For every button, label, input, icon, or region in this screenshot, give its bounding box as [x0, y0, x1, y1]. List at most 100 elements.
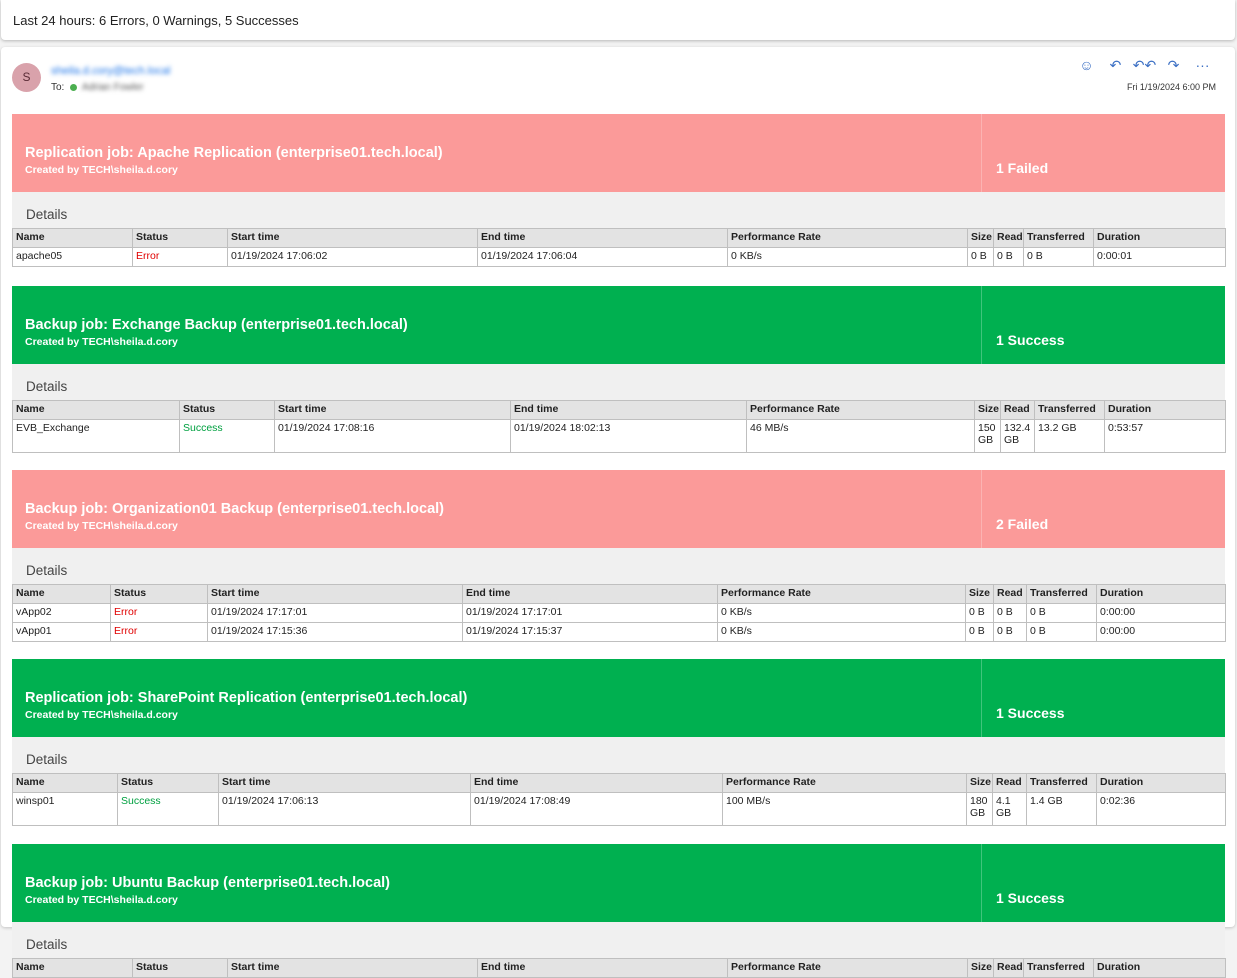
job-creator: Created by TECH\sheila.d.cory [25, 164, 178, 176]
cell-size: 0 B [967, 247, 994, 267]
column-header: Transferred [1023, 228, 1094, 248]
table-header-row: Name Status Start time End time Performance … [12, 958, 1226, 978]
cell-read: 132.4 GB [1000, 419, 1035, 453]
emoji-icon[interactable]: ☺ [1079, 57, 1094, 73]
cell-size: 0 B [965, 603, 994, 623]
cell-read: 0 B [993, 247, 1024, 267]
column-header: Transferred [1023, 958, 1094, 978]
job-result: 1 Success [996, 705, 1065, 721]
table-header-row: Name Status Start time End time Performance … [12, 584, 1226, 604]
column-header: Start time [207, 584, 463, 604]
job-title: Backup job: Ubuntu Backup (enterprise01.… [25, 875, 390, 891]
cell-transferred: 1.4 GB [1026, 792, 1097, 826]
column-header: End time [462, 584, 718, 604]
column-header: Size [967, 958, 994, 978]
cell-size: 0 B [965, 622, 994, 642]
table-row: vApp01 Error 01/19/2024 17:15:36 01/19/2024… [12, 622, 1226, 642]
column-header: Status [110, 584, 208, 604]
job-title: Backup job: Organization01 Backup (enter… [25, 501, 444, 517]
recipient-name[interactable]: Adrian Fowler [81, 82, 144, 93]
column-header: End time [510, 400, 747, 420]
more-icon[interactable]: ··· [1195, 57, 1210, 73]
column-header: Performance Rate [727, 228, 968, 248]
avatar[interactable]: S [12, 63, 41, 92]
cell-start: 01/19/2024 17:15:36 [207, 622, 463, 642]
column-header: Duration [1096, 584, 1226, 604]
column-header: Status [132, 228, 228, 248]
column-header: Status [132, 958, 228, 978]
email-message: S sheila.d.cory@tech.local To: Adrian Fo… [1, 47, 1235, 978]
column-header: Size [966, 773, 993, 793]
cell-name: vApp01 [12, 622, 111, 642]
cell-duration: 0:53:57 [1104, 419, 1226, 453]
column-header: Transferred [1026, 773, 1097, 793]
job-header: Backup job: Ubuntu Backup (enterprise01.… [12, 844, 1225, 922]
cell-end: 01/19/2024 17:08:49 [470, 792, 723, 826]
details-heading: Details [12, 548, 1225, 584]
cell-start: 01/19/2024 17:06:02 [227, 247, 478, 267]
job-result: 1 Success [996, 890, 1065, 906]
reply-all-icon[interactable]: ↶↶ [1132, 57, 1157, 73]
received-date: Fri 1/19/2024 6:00 PM [1126, 82, 1216, 92]
cell-start: 01/19/2024 17:06:13 [218, 792, 471, 826]
column-header: Name [12, 584, 111, 604]
job-title-cell: Replication job: SharePoint Replication … [12, 659, 982, 737]
job-section: Backup job: Organization01 Backup (enter… [12, 470, 1226, 642]
column-header: Read [992, 773, 1027, 793]
column-header: Performance Rate [727, 958, 968, 978]
column-header: Read [993, 228, 1024, 248]
reply-icon[interactable]: ↶ [1109, 57, 1122, 73]
column-header: Performance Rate [717, 584, 966, 604]
cell-end: 01/19/2024 17:17:01 [462, 603, 718, 623]
cell-rate: 0 KB/s [717, 603, 966, 623]
cell-size: 150 GB [974, 419, 1001, 453]
job-title: Replication job: SharePoint Replication … [25, 690, 468, 706]
table-row: EVB_Exchange Success 01/19/2024 17:08:16 01… [12, 419, 1226, 453]
column-header: Duration [1093, 228, 1226, 248]
column-header: End time [470, 773, 723, 793]
column-header: Transferred [1034, 400, 1105, 420]
table-row: vApp02 Error 01/19/2024 17:17:01 01/19/2024… [12, 603, 1226, 623]
recipient-line: To: Adrian Fowler [51, 82, 144, 93]
job-title: Backup job: Exchange Backup (enterprise0… [25, 317, 408, 333]
column-header: Duration [1096, 773, 1226, 793]
details-heading: Details [12, 192, 1225, 228]
email-header: S sheila.d.cory@tech.local To: Adrian Fo… [1, 47, 1235, 113]
column-header: Performance Rate [746, 400, 975, 420]
column-header: Start time [227, 228, 478, 248]
to-label: To: [51, 82, 65, 93]
presence-icon [70, 83, 78, 91]
job-title: Replication job: Apache Replication (ent… [25, 145, 443, 161]
job-header: Backup job: Organization01 Backup (enter… [12, 470, 1225, 548]
column-header: Status [117, 773, 219, 793]
cell-status: Error [132, 247, 228, 267]
cell-status: Success [179, 419, 275, 453]
cell-read: 0 B [993, 622, 1027, 642]
cell-read: 4.1 GB [992, 792, 1027, 826]
column-header: Start time [274, 400, 511, 420]
job-creator: Created by TECH\sheila.d.cory [25, 520, 178, 532]
column-header: Name [12, 958, 133, 978]
details-table: Name Status Start time End time Performance … [12, 228, 1226, 267]
sender-address[interactable]: sheila.d.cory@tech.local [51, 65, 171, 77]
details-table: Name Status Start time End time Performance … [12, 584, 1226, 642]
column-header: Size [974, 400, 1001, 420]
column-header: Read [993, 958, 1024, 978]
column-header: Start time [218, 773, 471, 793]
job-result: 2 Failed [996, 516, 1049, 532]
cell-duration: 0:00:00 [1096, 603, 1226, 623]
column-header: Read [993, 584, 1027, 604]
cell-name: EVB_Exchange [12, 419, 180, 453]
column-header: Performance Rate [722, 773, 967, 793]
cell-size: 180 GB [966, 792, 993, 826]
column-header: Duration [1104, 400, 1226, 420]
summary-text: Last 24 hours: 6 Errors, 0 Warnings, 5 S… [13, 13, 299, 28]
forward-icon[interactable]: ↷ [1167, 57, 1180, 73]
column-header: Read [1000, 400, 1035, 420]
job-section: Replication job: SharePoint Replication … [12, 659, 1226, 826]
job-title-cell: Backup job: Organization01 Backup (enter… [12, 470, 982, 548]
column-header: End time [477, 228, 728, 248]
column-header: Duration [1093, 958, 1226, 978]
summary-bar: Last 24 hours: 6 Errors, 0 Warnings, 5 S… [1, 0, 1235, 40]
job-creator: Created by TECH\sheila.d.cory [25, 894, 178, 906]
